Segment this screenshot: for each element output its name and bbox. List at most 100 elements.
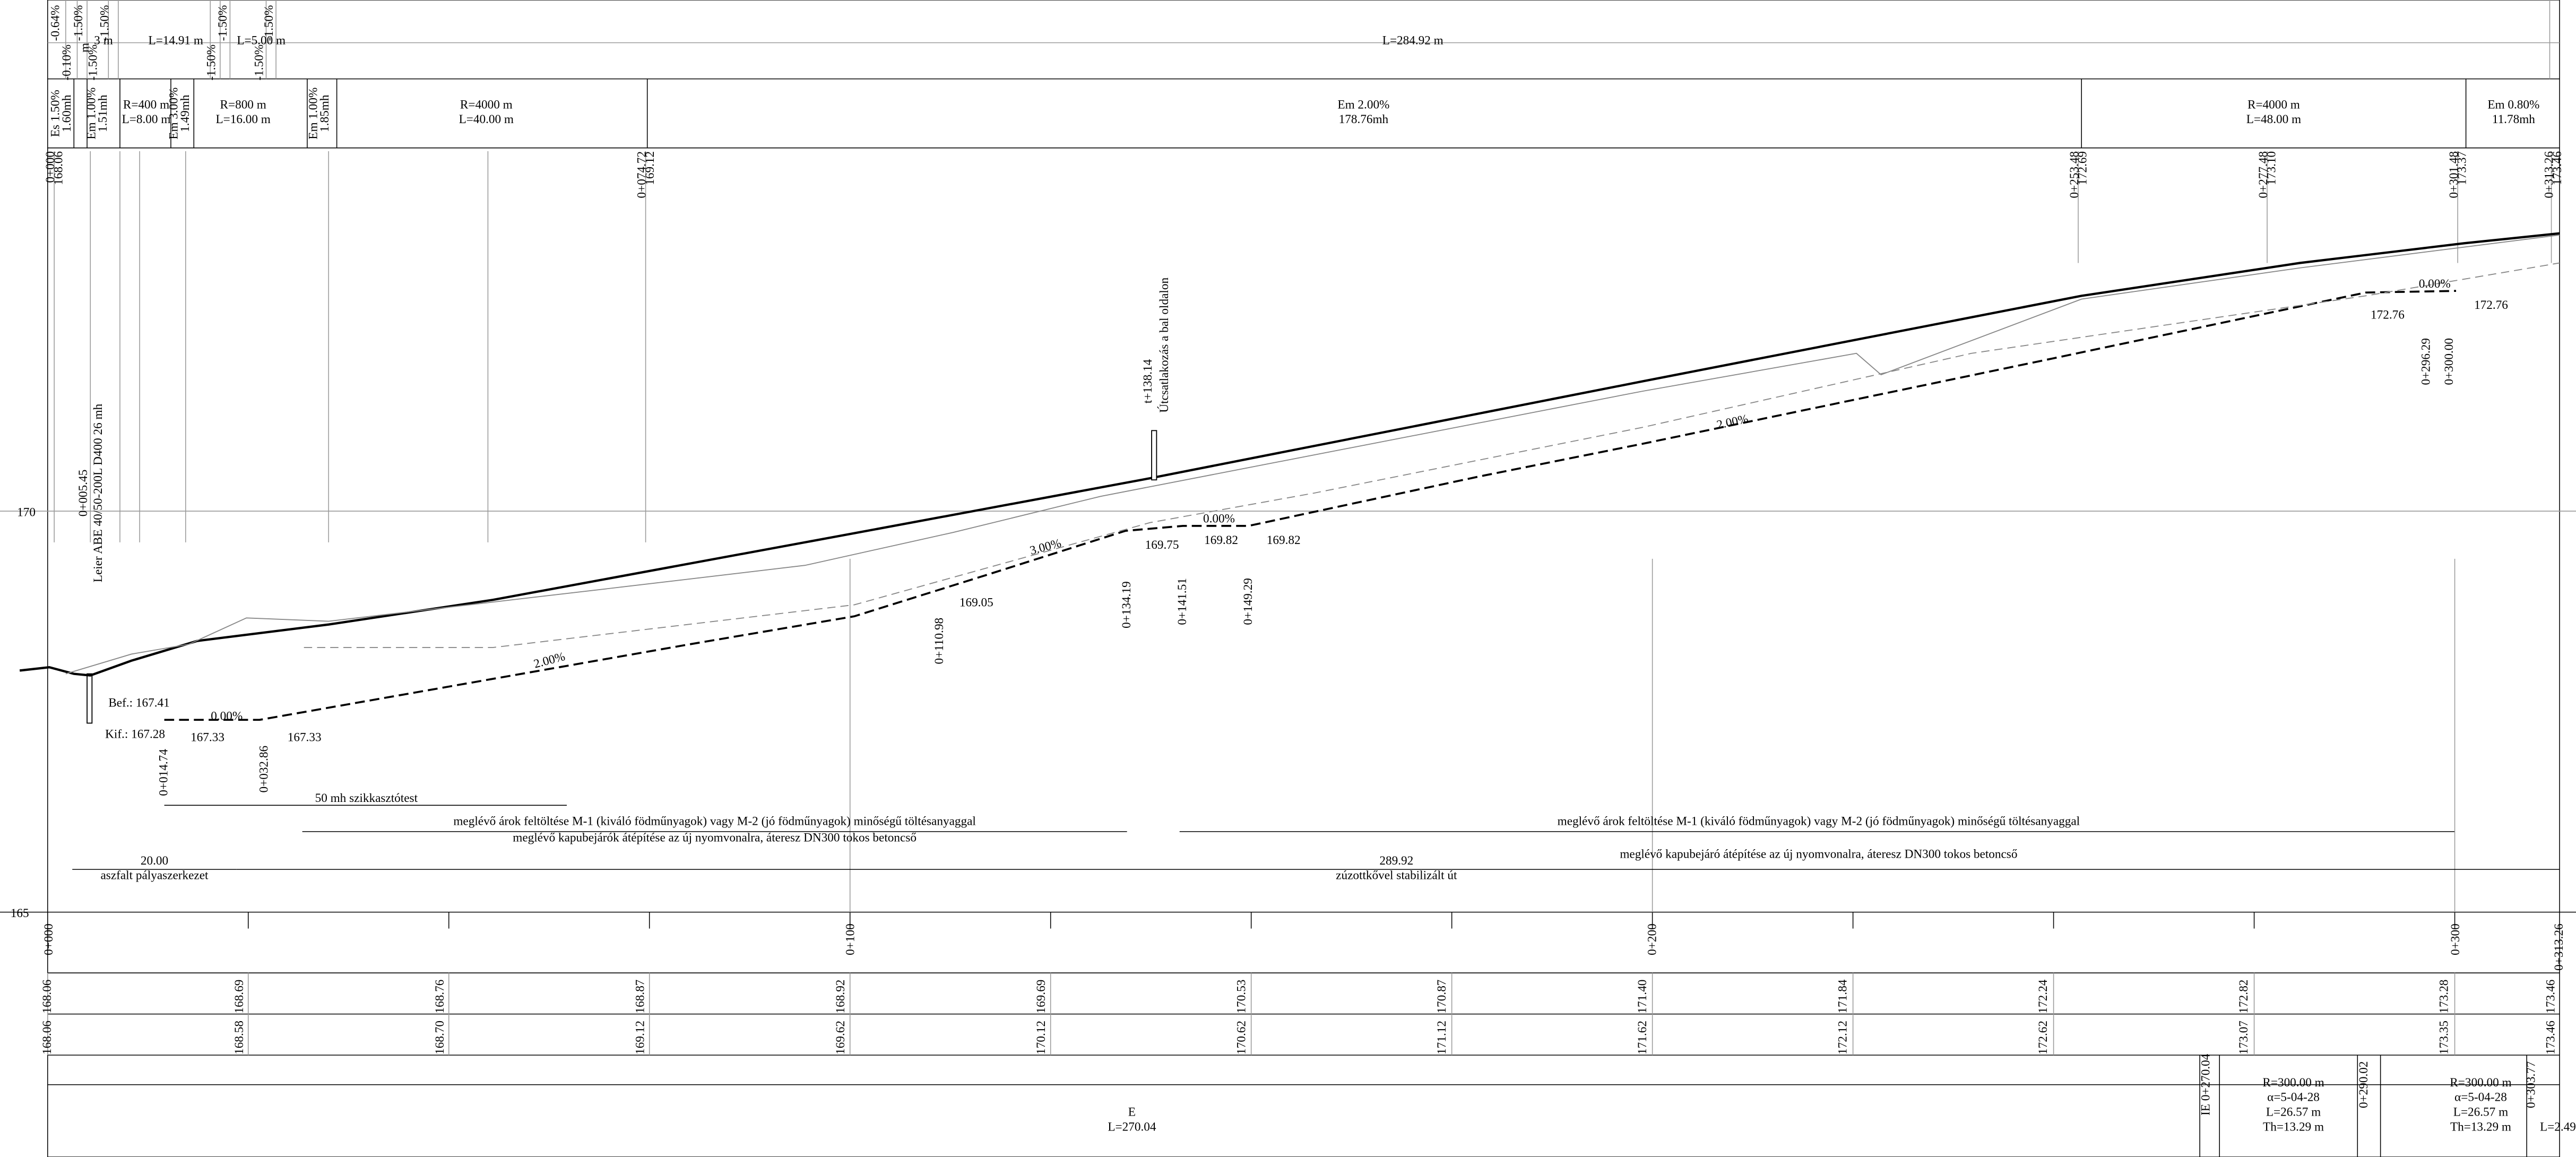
- curve-cell: L=40.00 m: [459, 113, 514, 126]
- annotation: 169.82: [1204, 533, 1238, 547]
- tangent: E: [1128, 1106, 1136, 1119]
- terrain-elevation: 171.62: [1636, 1021, 1649, 1055]
- cross-slope: -1.50%: [262, 5, 276, 41]
- point-station: 0+301.48: [2447, 151, 2461, 198]
- cross-slope: -1.50%: [72, 5, 85, 41]
- curve-cell: Em 0.80%: [2487, 98, 2539, 111]
- point-elevation: 173.46: [2551, 151, 2564, 185]
- curve-data: R=300.00 m: [2262, 1076, 2324, 1090]
- grade-cell: 1.49mh: [178, 94, 192, 132]
- annotation: 2.00%: [1715, 412, 1749, 432]
- annotation: Kif.: 167.28: [105, 727, 165, 741]
- point-station: 0+000: [44, 151, 57, 183]
- width: 3 m: [94, 34, 113, 48]
- annotation: meglévő kapubejáró átépítése az új nyomv…: [1620, 847, 2017, 861]
- terrain-elevation: 170.12: [1034, 1021, 1048, 1055]
- cross-slope: -1.50%: [252, 45, 266, 81]
- terrain-elevation: 172.62: [2036, 1021, 2050, 1055]
- junction-marker: [1151, 430, 1157, 481]
- curve-data: α=5-04-28: [2267, 1091, 2320, 1104]
- grade-cell: 1.85mh: [318, 94, 332, 132]
- curve-cell: Em 2.00%: [1337, 98, 1389, 111]
- terrain-elevation: 168.06: [40, 1021, 54, 1055]
- alignment-point: 0+303.77: [2525, 1061, 2538, 1108]
- segment-length: L=284.92 m: [1382, 34, 1443, 48]
- alignment-point: 0+290.02: [2357, 1061, 2371, 1108]
- culvert: [87, 673, 93, 724]
- cross-slope: -1.50%: [216, 5, 230, 41]
- existing-ground: [65, 234, 2560, 675]
- annotation: 50 mh szikkasztótest: [315, 791, 418, 805]
- curve-data: Th=13.29 m: [2263, 1120, 2324, 1134]
- cross-slope: -0.10%: [60, 45, 74, 81]
- design-grade: [19, 232, 2560, 677]
- annotation: 3.00%: [1028, 536, 1063, 558]
- station-label: 0+313.26: [2552, 923, 2566, 971]
- curve-cell: 11.78mh: [2492, 113, 2535, 126]
- cross-slope: -1.50%: [205, 45, 219, 81]
- terrain-elevation: 169.62: [834, 1021, 848, 1055]
- point-station: 0+253.48: [2068, 151, 2081, 198]
- annotation: 0.00%: [2419, 277, 2451, 291]
- curve-data: L=26.57 m: [2453, 1106, 2508, 1119]
- design-elevation: 169.69: [1034, 980, 1048, 1014]
- terrain-elevation: 171.12: [1435, 1021, 1449, 1055]
- annotation: 0+149.29: [1241, 578, 1255, 625]
- annotation: 0.00%: [1203, 512, 1235, 526]
- alignment-point: IE 0+270.04: [2199, 1054, 2213, 1116]
- design-elevation: 168.76: [433, 980, 447, 1014]
- point-elevation: 172.69: [2076, 151, 2089, 185]
- end-length: L=2.49: [2540, 1120, 2576, 1134]
- curve-cell: L=16.00 m: [215, 113, 270, 126]
- annotation: meglévő árok feltöltése M-1 (kiváló födm…: [1558, 814, 2080, 828]
- design-elevation: 172.82: [2237, 980, 2251, 1014]
- annotation: t+138.14: [1141, 359, 1155, 403]
- cross-slope: -1.50%: [98, 5, 111, 41]
- annotation: 169.05: [959, 596, 993, 610]
- point-station: 0+074.72: [635, 151, 649, 198]
- grade-cell: 1.51mh: [96, 94, 110, 132]
- point-station: 0+277.48: [2257, 151, 2270, 198]
- curve-data: α=5-04-28: [2454, 1091, 2507, 1104]
- curve-data: R=300.00 m: [2450, 1076, 2511, 1090]
- station-label: 0+200: [1645, 923, 1659, 955]
- annotation: meglévő kapubejárók átépítése az új nyom…: [513, 831, 917, 844]
- design-elevation: 168.69: [232, 980, 246, 1014]
- station-label: 0+000: [42, 923, 56, 955]
- point-elevation: 168.06: [52, 151, 66, 185]
- elevation-label: 170: [17, 505, 36, 519]
- tangent: L=270.04: [1108, 1120, 1156, 1134]
- cross-slope: -1.50%: [87, 45, 100, 81]
- annotation: 172.76: [2371, 308, 2405, 322]
- annotation: 0.00%: [211, 709, 243, 723]
- curve-cell: L=48.00 m: [2246, 113, 2301, 126]
- point-elevation: 173.10: [2264, 151, 2278, 185]
- annotation: zúzottkővel stabilizált út: [1336, 869, 1457, 883]
- point-elevation: 173.37: [2456, 151, 2469, 185]
- grade-cell: Em 3.00%: [167, 88, 180, 140]
- annotation: Leier ABE 40/50-200L D400 26 mh: [91, 403, 105, 582]
- design-elevation: 171.40: [1636, 980, 1649, 1014]
- annotation: 0+300.00: [2442, 338, 2456, 385]
- grade-cell: Es 1.50%: [48, 90, 62, 137]
- annotation: 0+141.51: [1175, 578, 1189, 625]
- existing-ditch: [304, 262, 2560, 648]
- annotation: 169.75: [1145, 538, 1179, 552]
- annotation: 0+296.29: [2419, 338, 2433, 385]
- annotation: meglévő árok feltöltése M-1 (kiváló födm…: [453, 814, 975, 828]
- terrain-elevation: 169.12: [634, 1021, 647, 1055]
- annotation: 0+110.98: [932, 618, 946, 664]
- point-elevation: 169.12: [643, 151, 657, 185]
- annotation: 20.00: [141, 854, 168, 868]
- terrain-elevation: 168.70: [433, 1021, 447, 1055]
- cross-slope: -0.64%: [48, 5, 62, 41]
- annotation: Bef.: 167.41: [108, 696, 169, 710]
- annotation: 0+014.74: [157, 749, 171, 796]
- design-elevation: 170.87: [1435, 980, 1449, 1014]
- design-elevation: 168.87: [634, 980, 647, 1014]
- grade-cell: Em 1.00%: [306, 88, 320, 140]
- annotation: 172.76: [2474, 298, 2508, 312]
- design-elevation: 168.06: [40, 980, 54, 1014]
